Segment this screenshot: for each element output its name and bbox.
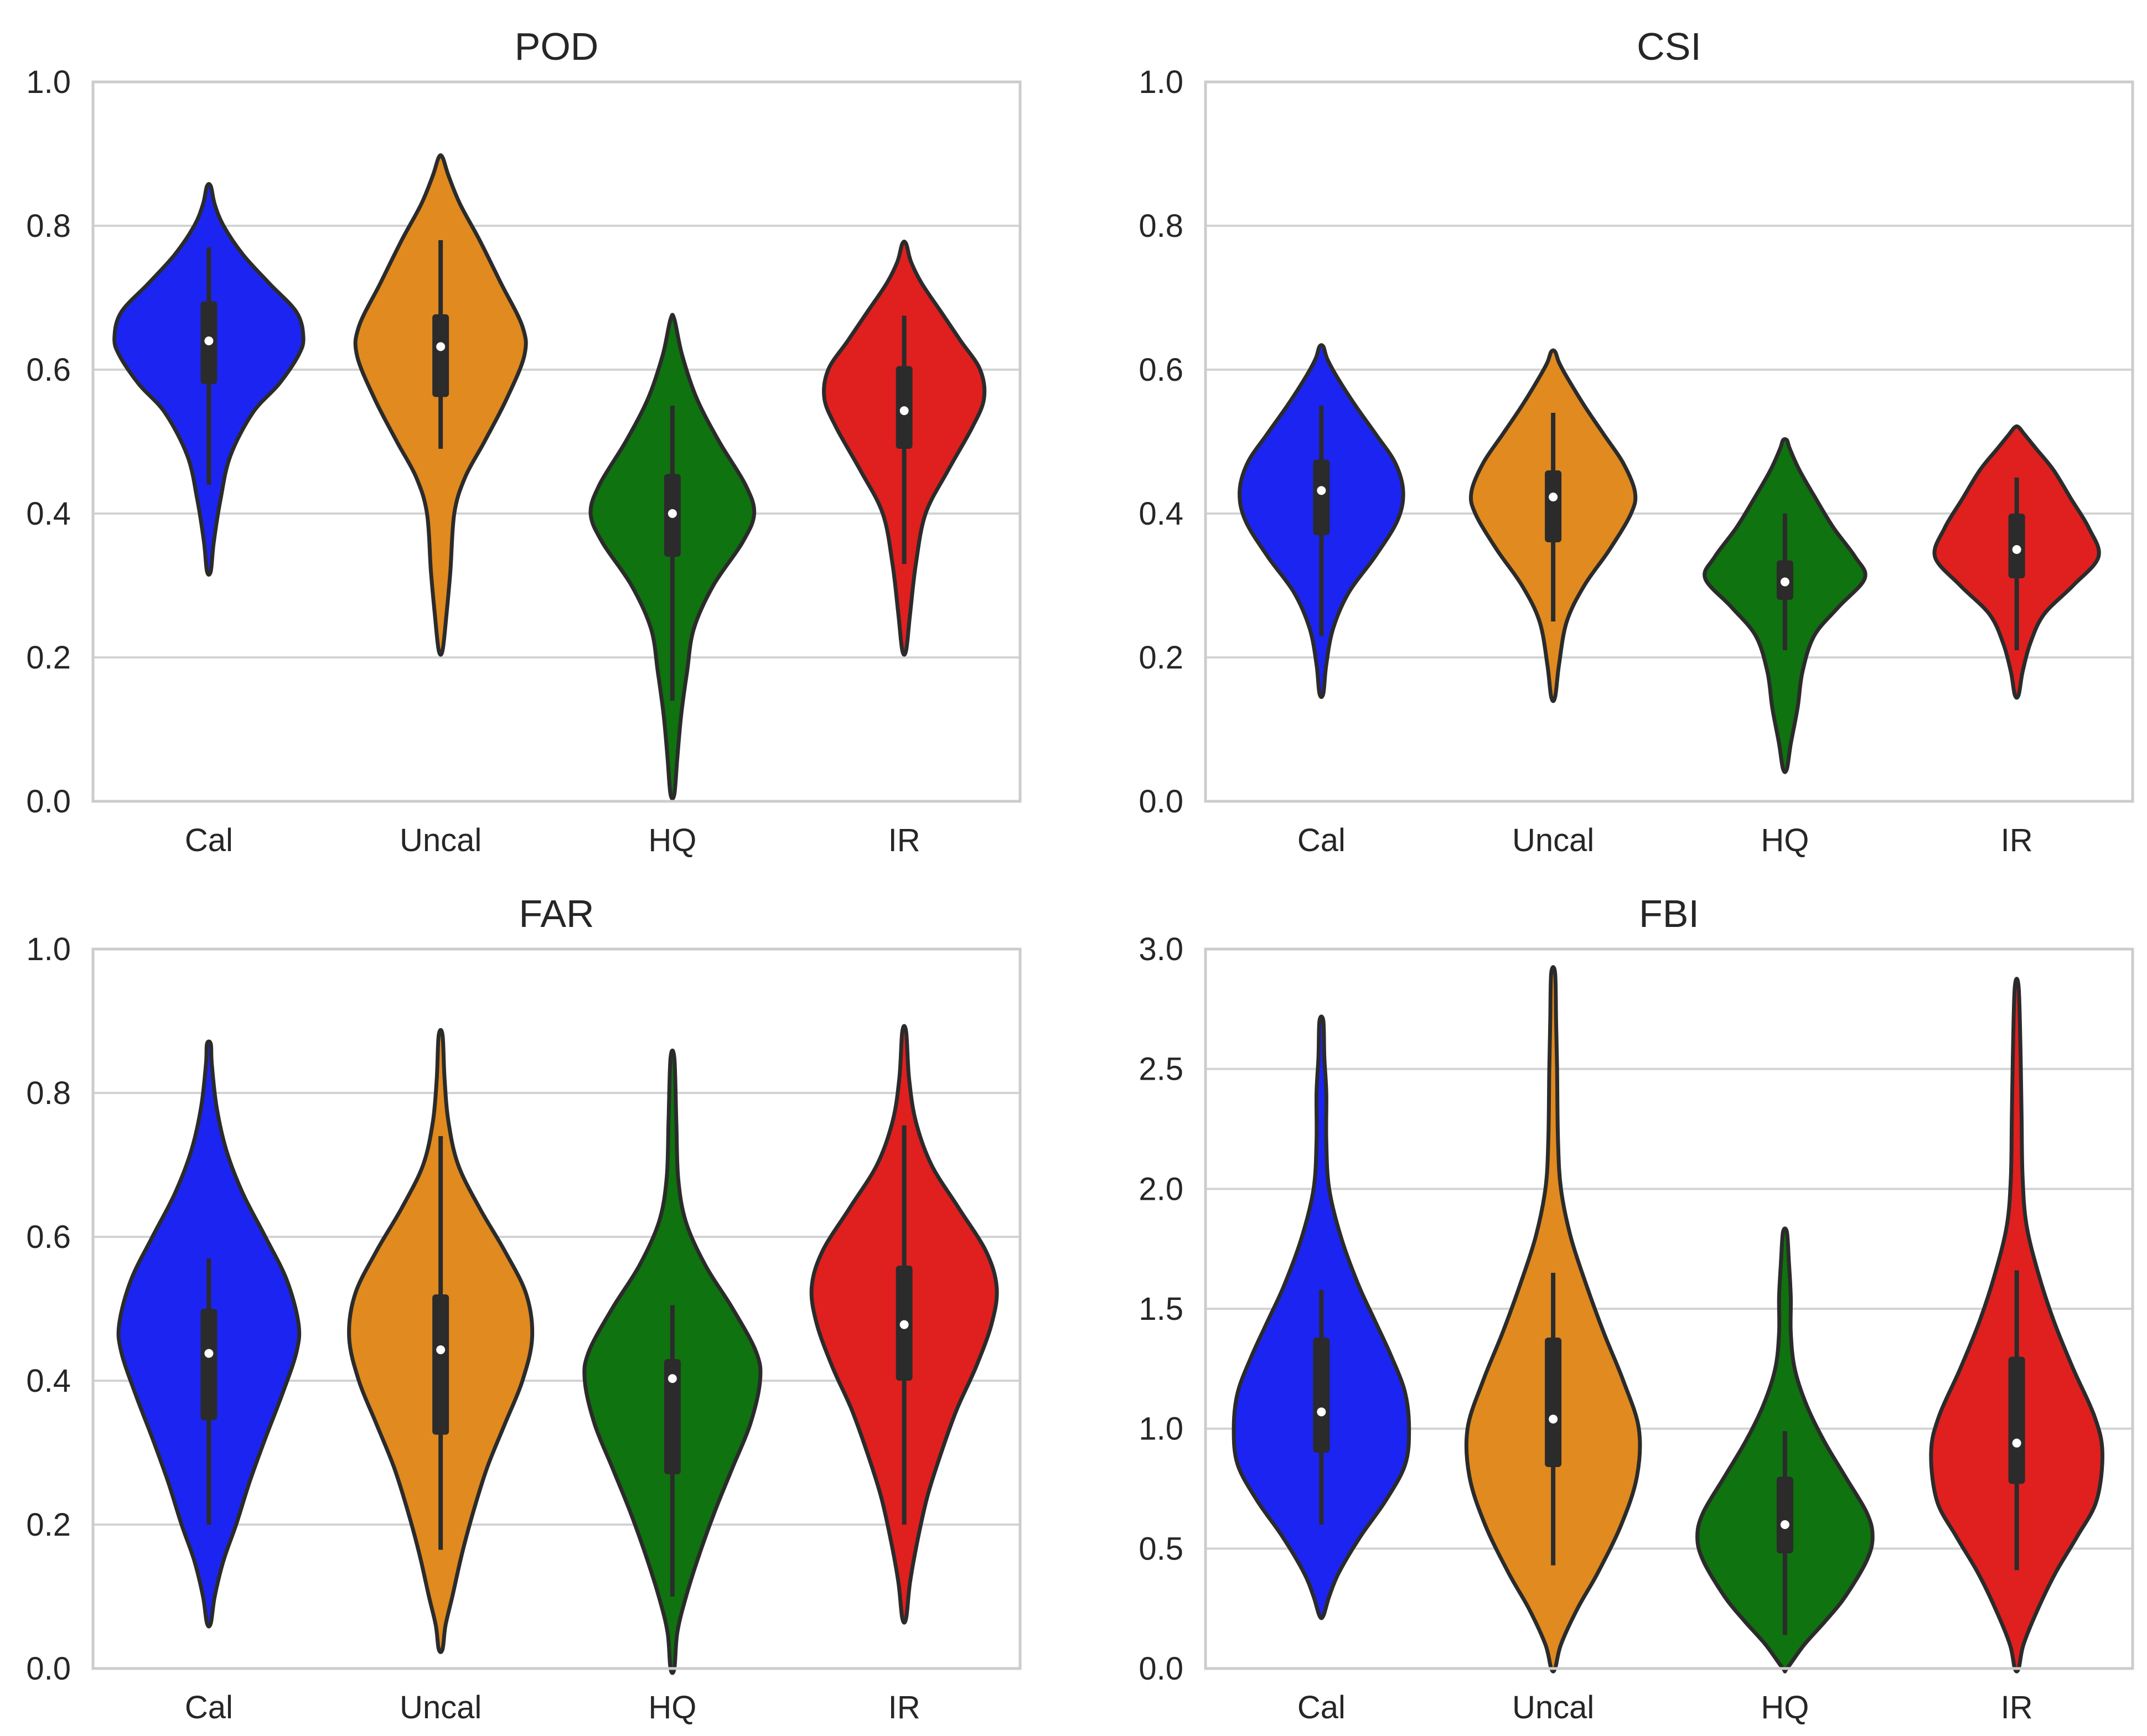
x-tick-label: HQ — [1761, 1690, 1809, 1725]
y-tick-label: 0.4 — [1139, 496, 1183, 532]
x-tick-label: HQ — [1761, 822, 1809, 858]
iqr-box — [2008, 1356, 2025, 1484]
iqr-box — [1313, 459, 1330, 535]
y-tick-label: 1.5 — [1139, 1291, 1183, 1327]
median-marker — [436, 1345, 446, 1355]
iqr-box — [432, 1294, 449, 1435]
chart-title: FBI — [1639, 892, 1699, 935]
y-tick-label: 0.6 — [26, 1219, 71, 1255]
median-marker — [1780, 1520, 1789, 1529]
y-tick-label: 0.0 — [1139, 784, 1183, 820]
y-tick-label: 0.6 — [1139, 352, 1183, 388]
chart-title: CSI — [1637, 25, 1701, 68]
y-tick-label: 1.0 — [26, 931, 71, 967]
plot-frame — [91, 947, 1022, 1670]
median-marker — [1780, 577, 1789, 587]
y-tick-label: 0.4 — [26, 1363, 71, 1399]
x-tick-label: HQ — [648, 822, 696, 858]
plot-frame — [91, 80, 1022, 803]
y-tick-label: 0.2 — [26, 1507, 71, 1543]
chart-title: POD — [515, 25, 599, 68]
panel-fbi: 0.0 0.5 1.0 1.5 2.0 2.5 3.0 FBI Cal Uncal HQ IR — [1139, 892, 2134, 1725]
iqr-box — [1313, 1338, 1330, 1453]
median-marker — [668, 509, 677, 518]
x-tick-label: HQ — [648, 1690, 696, 1725]
y-tick-label: 1.0 — [1139, 1411, 1183, 1447]
y-tick-label: 3.0 — [1139, 931, 1183, 967]
y-tick-label: 0.8 — [26, 208, 71, 244]
median-marker — [668, 1374, 677, 1383]
x-tick-label: Cal — [185, 822, 233, 858]
y-tick-label: 0.8 — [26, 1075, 71, 1111]
median-marker — [204, 336, 214, 345]
x-tick-label: Cal — [1297, 822, 1346, 858]
plot-frame — [1204, 947, 2134, 1670]
y-tick-label: 1.0 — [1139, 64, 1183, 100]
median-marker — [2012, 545, 2021, 554]
iqr-box — [1776, 1476, 1793, 1553]
x-tick-label: IR — [2001, 1690, 2033, 1725]
median-marker — [436, 342, 446, 351]
iqr-box — [432, 314, 449, 397]
y-tick-label: 1.0 — [26, 64, 71, 100]
panel-csi: 0.0 0.2 0.4 0.6 0.8 1.0 CSI Cal Uncal HQ IR — [1139, 25, 2134, 858]
iqr-box — [200, 1309, 218, 1421]
median-marker — [1549, 493, 1558, 502]
median-marker — [1549, 1414, 1558, 1424]
x-tick-label: Uncal — [400, 822, 482, 858]
x-tick-label: Uncal — [1512, 822, 1594, 858]
iqr-box — [1545, 470, 1562, 542]
y-tick-label: 0.2 — [1139, 640, 1183, 676]
panel-far: 0.0 0.2 0.4 0.6 0.8 1.0 FAR Cal Uncal HQ IR — [26, 892, 1022, 1725]
median-marker — [204, 1349, 214, 1358]
median-marker — [2012, 1438, 2021, 1448]
x-tick-label: IR — [888, 822, 920, 858]
panel-pod: 0.0 0.2 0.4 0.6 0.8 1.0 POD Cal Uncal HQ IR — [26, 25, 1022, 858]
median-marker — [899, 1320, 909, 1329]
y-tick-label: 2.5 — [1139, 1051, 1183, 1087]
median-marker — [1317, 1407, 1326, 1417]
y-tick-label: 0.8 — [1139, 208, 1183, 244]
y-tick-label: 0.5 — [1139, 1531, 1183, 1567]
y-tick-label: 0.2 — [26, 640, 71, 676]
x-tick-label: Uncal — [1512, 1690, 1594, 1725]
x-tick-label: Cal — [1297, 1690, 1346, 1725]
y-tick-label: 0.0 — [26, 784, 71, 820]
chart-title: FAR — [519, 892, 594, 935]
y-tick-label: 0.0 — [1139, 1651, 1183, 1687]
median-marker — [1317, 486, 1326, 495]
plot-frame — [1204, 80, 2134, 803]
x-tick-label: Cal — [185, 1690, 233, 1725]
x-tick-label: IR — [888, 1690, 920, 1725]
y-tick-label: 0.4 — [26, 496, 71, 532]
iqr-box — [1545, 1338, 1562, 1467]
y-tick-label: 2.0 — [1139, 1171, 1183, 1207]
x-tick-label: Uncal — [400, 1690, 482, 1725]
y-tick-label: 0.0 — [26, 1651, 71, 1687]
y-tick-label: 0.6 — [26, 352, 71, 388]
x-tick-label: IR — [2001, 822, 2033, 858]
iqr-box — [664, 1359, 681, 1474]
median-marker — [899, 406, 909, 416]
